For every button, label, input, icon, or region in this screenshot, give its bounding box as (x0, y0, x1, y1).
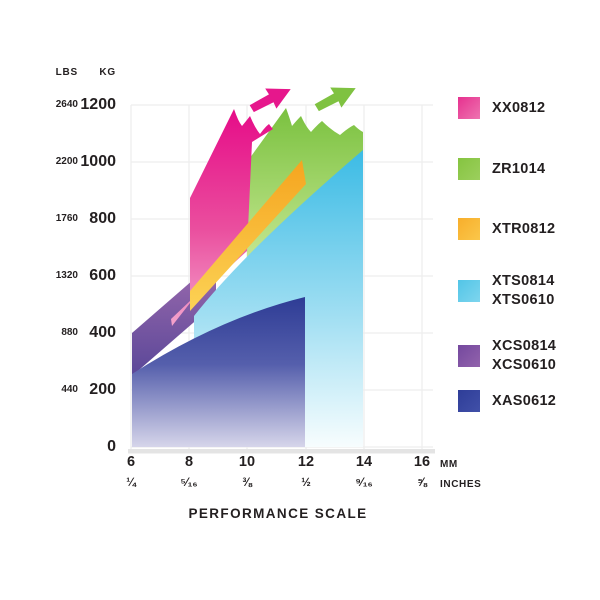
y-tick-kg-1000: 1000 (80, 153, 116, 170)
performance-bands (132, 108, 363, 447)
band-navy (132, 297, 305, 447)
x-tick-inches-2: ⁵⁄₁₆ (180, 477, 198, 489)
pink-arrow (249, 88, 291, 113)
band-pink (171, 109, 273, 326)
x-tick-inches-5: ⁹⁄₁₆ (355, 477, 373, 489)
y-tick-kg-800: 800 (89, 210, 116, 227)
x-tick-mm-12: 12 (297, 454, 315, 470)
x-tick-mm-10: 10 (238, 454, 256, 470)
y-tick-kg-400: 400 (89, 324, 116, 341)
y-tick-lbs-1320: 1320 (55, 270, 78, 281)
x-tick-mm-8: 8 (184, 454, 194, 470)
x-tick-inches-6: ⅝ (417, 477, 427, 489)
y-tick-lbs-2640: 2640 (55, 99, 78, 110)
y-axis-unit-lbs: LBS (55, 67, 78, 78)
y-tick-kg-1200: 1200 (80, 96, 116, 113)
y-tick-lbs-2200: 2200 (55, 156, 78, 167)
band-yellow (190, 160, 306, 311)
x-tick-mm-14: 14 (355, 454, 373, 470)
y-tick-kg-200: 200 (89, 381, 116, 398)
y-tick-lbs-440: 440 (61, 384, 78, 395)
off-scale-arrows (249, 87, 356, 113)
x-axis-unit-mm: MM (440, 459, 458, 470)
x-axis-baseline (128, 449, 435, 454)
green-arrow (314, 87, 356, 112)
x-tick-mm-6: 6 (126, 454, 136, 470)
chart-title: PERFORMANCE SCALE (188, 506, 368, 521)
y-tick-kg-0: 0 (107, 438, 116, 455)
x-tick-inches-3: ⅜ (242, 477, 252, 489)
x-axis-unit-inches: INCHES (440, 479, 482, 490)
y-tick-kg-600: 600 (89, 267, 116, 284)
y-axis-unit-kg: KG (99, 67, 116, 78)
x-tick-inches-4: ½ (301, 477, 311, 489)
y-tick-lbs-1760: 1760 (55, 213, 78, 224)
x-tick-inches-1: ¼ (126, 477, 136, 489)
x-tick-mm-16: 16 (413, 454, 431, 470)
y-tick-lbs-880: 880 (61, 327, 78, 338)
